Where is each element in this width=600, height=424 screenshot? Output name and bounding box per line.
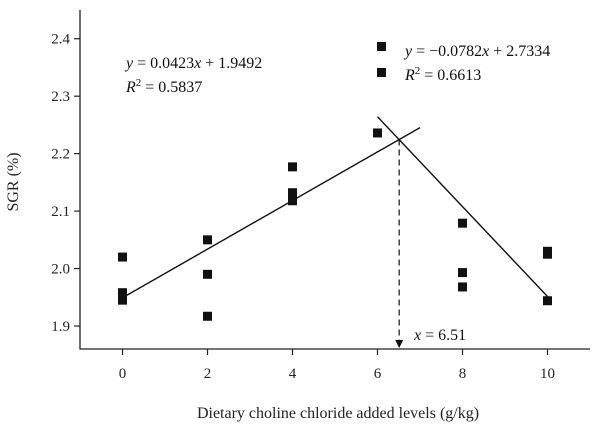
axes — [79, 10, 590, 350]
x-axis-label: Dietary choline chloride added levels (g… — [197, 405, 479, 422]
data-point — [288, 162, 297, 172]
fit-lines — [122, 116, 549, 348]
x-tick-label: 4 — [289, 366, 297, 382]
data-point — [458, 282, 467, 292]
fit2-equation: y = −0.0782x + 2.7334 — [403, 43, 550, 60]
x-tick-label: 8 — [459, 366, 467, 382]
y-tick-label: 2.4 — [51, 32, 70, 48]
intersection-arrow — [395, 340, 404, 348]
x-tick-label: 0 — [119, 366, 127, 382]
data-point — [543, 296, 552, 306]
y-tick-label: 2.1 — [51, 204, 70, 220]
data-point — [288, 188, 297, 198]
fit2-r-squared: R2 = 0.6613 — [404, 65, 481, 84]
data-point — [458, 268, 467, 278]
fit-line-2 — [376, 116, 549, 297]
x-tick-label: 10 — [540, 366, 555, 382]
legend-markers — [377, 42, 386, 77]
data-point — [203, 269, 212, 279]
data-point — [203, 235, 212, 245]
data-point — [458, 218, 467, 228]
data-point — [118, 288, 127, 298]
data-point — [543, 249, 552, 259]
fit1-equation: y = 0.0423x + 1.9492 — [124, 55, 262, 72]
data-points — [118, 128, 552, 321]
fit-line-1 — [122, 127, 421, 299]
data-point — [118, 252, 127, 262]
x-tick-label: 2 — [204, 366, 212, 382]
intersection-label: x = 6.51 — [413, 327, 466, 344]
data-point — [288, 196, 297, 206]
data-point — [203, 311, 212, 321]
legend-marker — [377, 68, 386, 77]
data-point — [118, 295, 127, 305]
y-tick-label: 2.0 — [51, 262, 70, 278]
y-tick-label: 2.2 — [51, 147, 70, 163]
y-tick-label: 1.9 — [51, 319, 70, 335]
data-point — [373, 128, 382, 138]
y-tick-label: 2.3 — [51, 89, 70, 105]
ticks: 0 2 4 6 8 10 1.9 2.0 2.1 2.2 2.3 2.4 — [51, 32, 555, 382]
legend-marker — [377, 42, 386, 51]
x-tick-label: 6 — [374, 366, 382, 382]
axis-frame — [79, 10, 590, 350]
fit1-r-squared: R2 = 0.5837 — [125, 77, 202, 96]
y-axis-label: SGR (%) — [5, 152, 22, 211]
